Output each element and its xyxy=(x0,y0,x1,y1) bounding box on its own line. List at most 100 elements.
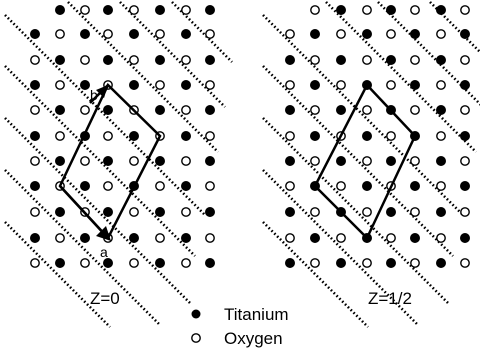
titanium-atom xyxy=(309,232,320,243)
dotted-line xyxy=(262,169,419,326)
titanium-atom xyxy=(55,257,66,268)
oxygen-atom xyxy=(205,29,215,39)
titanium-atom xyxy=(128,80,139,91)
oxygen-atom xyxy=(386,80,396,90)
titanium-atom xyxy=(459,180,470,191)
oxygen-atom xyxy=(362,207,372,217)
oxygen-atom xyxy=(285,29,295,39)
oxygen-atom xyxy=(410,105,420,115)
oxygen-atom xyxy=(310,156,320,166)
titanium-atom xyxy=(154,257,165,268)
titanium-atom xyxy=(335,155,346,166)
oxygen-atom xyxy=(80,5,90,15)
unit-cell xyxy=(313,82,417,241)
titanium-atom xyxy=(385,155,396,166)
dotted-lines xyxy=(262,1,480,328)
titanium-atom xyxy=(204,155,215,166)
dotted-line xyxy=(4,221,111,328)
titanium-atom xyxy=(435,257,446,268)
oxygen-atom xyxy=(336,181,346,191)
titanium-atom xyxy=(55,5,66,15)
titanium-atom xyxy=(435,105,446,116)
titanium-atom xyxy=(385,55,396,66)
titanium-atom xyxy=(435,155,446,166)
titanium-atom xyxy=(154,155,165,166)
oxygen-atom xyxy=(362,258,372,268)
vector-a-label: a xyxy=(100,244,108,260)
oxygen-atom xyxy=(362,55,372,65)
oxygen-atom xyxy=(181,105,191,115)
titanium-atom xyxy=(128,232,139,243)
oxygen-atom xyxy=(460,105,470,115)
titanium-atom xyxy=(284,206,295,217)
titanium-atom xyxy=(335,105,346,116)
oxygen-atom xyxy=(410,156,420,166)
oxygen-atom xyxy=(181,55,191,65)
oxygen-atom xyxy=(55,29,65,39)
oxygen-atom xyxy=(30,258,40,268)
dotted-line xyxy=(119,1,226,108)
oxygen-atom xyxy=(310,105,320,115)
titanium-atom xyxy=(55,155,66,166)
oxygen-atom xyxy=(310,207,320,217)
oxygen-atom xyxy=(436,29,446,39)
titanium-atom xyxy=(435,206,446,217)
oxygen-atom xyxy=(336,80,346,90)
dotted-line xyxy=(262,65,454,257)
titanium-atom xyxy=(204,5,215,15)
titanium-atom xyxy=(29,180,40,191)
dotted-line xyxy=(262,14,464,216)
oxygen-atom xyxy=(129,156,139,166)
titanium-atom xyxy=(29,232,40,243)
oxygen-atom xyxy=(310,258,320,268)
dotted-line xyxy=(4,65,196,257)
vector-a-line xyxy=(59,185,109,239)
oxygen-atom xyxy=(181,258,191,268)
titanium-atom xyxy=(309,80,320,91)
oxygen-atom xyxy=(80,55,90,65)
oxygen-atom xyxy=(80,105,90,115)
oxygen-atom xyxy=(30,156,40,166)
titanium-atom xyxy=(103,105,114,116)
oxygen-atom xyxy=(205,80,215,90)
oxygen-atom xyxy=(460,5,470,15)
titanium-atom xyxy=(128,130,139,141)
oxygen-atom xyxy=(410,5,420,15)
titanium-atom xyxy=(435,55,446,66)
oxygen-atom xyxy=(80,258,90,268)
titanium-atom xyxy=(103,257,114,268)
panel-z-half: Z=1/2 xyxy=(262,1,480,328)
titanium-atom xyxy=(409,180,420,191)
vector-b-arrowhead xyxy=(96,85,108,98)
titanium-atom xyxy=(409,232,420,243)
oxygen-atom xyxy=(55,131,65,141)
titanium-atom xyxy=(459,28,470,39)
oxygen-atom xyxy=(362,5,372,15)
titanium-atom xyxy=(309,28,320,39)
titanium-atom xyxy=(284,155,295,166)
oxygen-atom xyxy=(129,207,139,217)
oxygen-atom xyxy=(386,131,396,141)
dotted-line xyxy=(4,169,161,326)
titanium-atom xyxy=(103,5,114,15)
titanium-atom xyxy=(55,105,66,116)
titanium-atom xyxy=(435,5,446,15)
oxygen-atom xyxy=(55,80,65,90)
oxygen-atom xyxy=(310,55,320,65)
vector-b-label: b xyxy=(90,87,98,103)
titanium-atom xyxy=(459,80,470,91)
titanium-atom xyxy=(335,5,346,15)
titanium-atom xyxy=(103,206,114,217)
titanium-symbol-icon xyxy=(191,309,201,319)
titanium-atom xyxy=(29,28,40,39)
oxygen-atom xyxy=(55,233,65,243)
oxygen-atom xyxy=(285,131,295,141)
titanium-atom xyxy=(409,80,420,91)
oxygen-atom xyxy=(30,105,40,115)
oxygen-atom xyxy=(103,29,113,39)
dotted-line xyxy=(4,14,206,216)
oxygen-symbol-icon xyxy=(191,333,201,343)
panel-z0: a b Z=0 xyxy=(4,1,233,328)
oxygen-atom xyxy=(436,80,446,90)
atom-grid xyxy=(284,5,470,268)
